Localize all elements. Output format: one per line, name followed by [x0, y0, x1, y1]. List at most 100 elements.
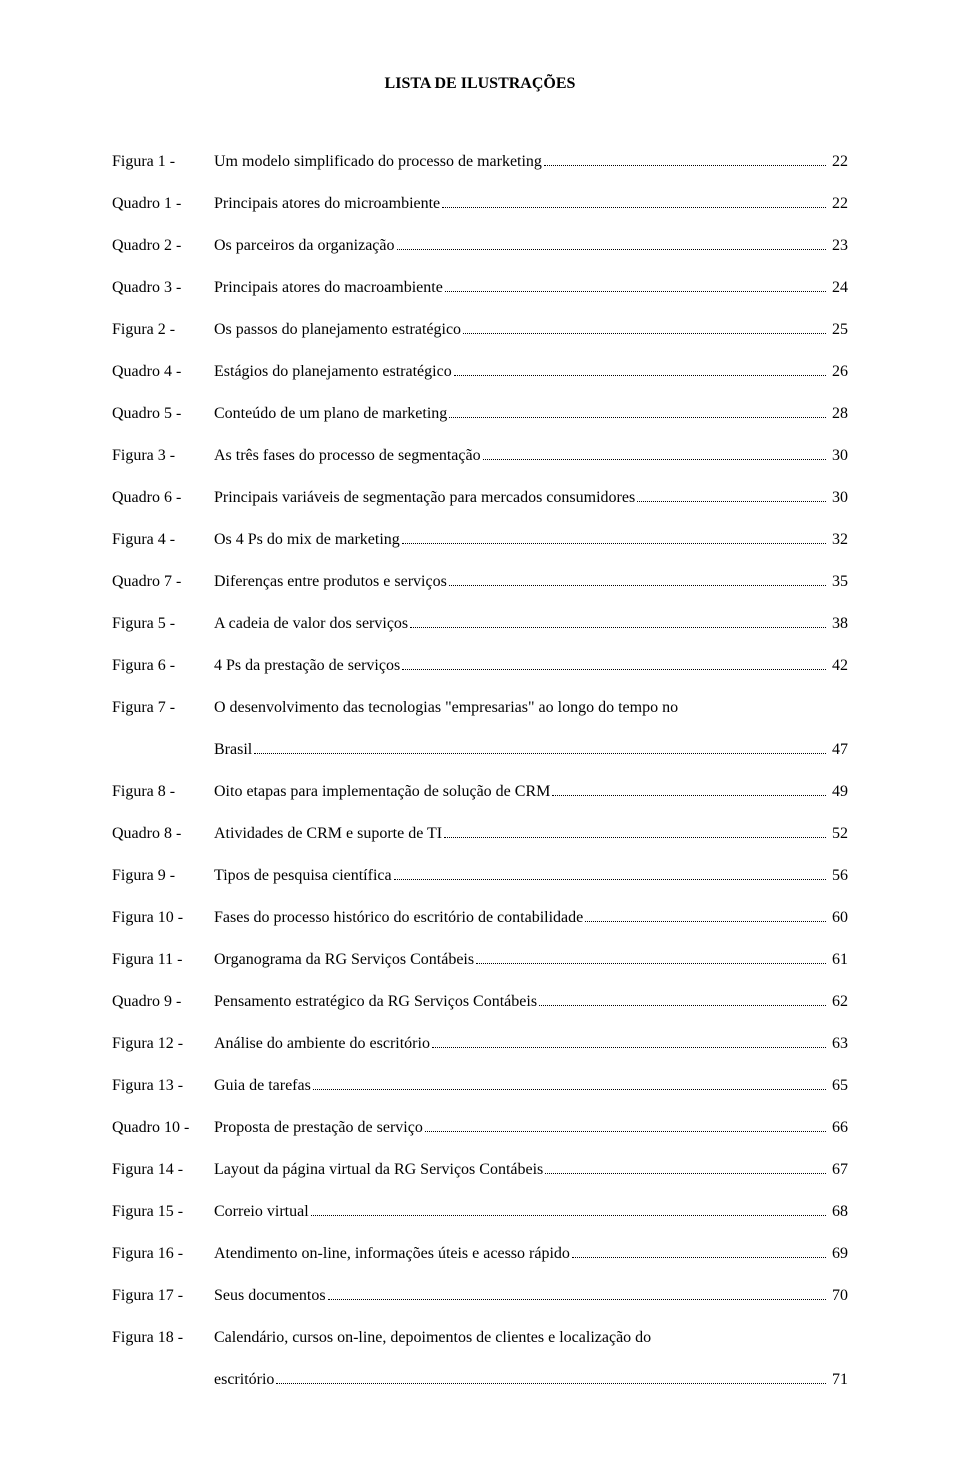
toc-entry: Quadro 9 -Pensamento estratégico da RG S…: [112, 990, 848, 1014]
entry-label: Figura 2 -: [112, 318, 214, 342]
entry-page: 63: [828, 1032, 848, 1056]
entry-label: Quadro 3 -: [112, 276, 214, 300]
leader-dots: [545, 1173, 826, 1174]
entry-description-wrap: 4 Ps da prestação de serviços42: [214, 654, 848, 678]
leader-dots: [254, 753, 826, 754]
entry-description-wrap: Um modelo simplificado do processo de ma…: [214, 150, 848, 174]
entry-description: Diferenças entre produtos e serviços: [214, 570, 447, 594]
toc-entry: Figura 8 -Oito etapas para implementação…: [112, 780, 848, 804]
entry-page: 47: [828, 738, 848, 762]
entry-description-wrap: Diferenças entre produtos e serviços 35: [214, 570, 848, 594]
toc-entry: Figura 1 -Um modelo simplificado do proc…: [112, 150, 848, 174]
toc-entry: Quadro 1 -Principais atores do microambi…: [112, 192, 848, 216]
entry-page: 35: [828, 570, 848, 594]
entry-page: 32: [828, 528, 848, 552]
toc-entry: Figura 10 -Fases do processo histórico d…: [112, 906, 848, 930]
leader-dots: [449, 417, 826, 418]
entry-description: Atendimento on-line, informações úteis e…: [214, 1242, 570, 1266]
toc-entry: Figura 7 -O desenvolvimento das tecnolog…: [112, 696, 848, 762]
entry-page: 68: [828, 1200, 848, 1224]
entry-description-line1: Calendário, cursos on-line, depoimentos …: [214, 1326, 848, 1350]
entry-description-wrap: Principais variáveis de segmentação para…: [214, 486, 848, 510]
entry-description: Fases do processo histórico do escritóri…: [214, 906, 583, 930]
toc-entry: Quadro 6 -Principais variáveis de segmen…: [112, 486, 848, 510]
toc-entry: Figura 18 -Calendário, cursos on-line, d…: [112, 1326, 848, 1392]
entry-page: 62: [828, 990, 848, 1014]
toc-entry: Figura 14 -Layout da página virtual da R…: [112, 1158, 848, 1182]
entry-description-wrap: Atividades de CRM e suporte de TI52: [214, 822, 848, 846]
entry-description-wrap: Seus documentos70: [214, 1284, 848, 1308]
leader-dots: [444, 837, 826, 838]
entry-page: 42: [828, 654, 848, 678]
entry-page: 25: [828, 318, 848, 342]
entry-label: Figura 17 -: [112, 1284, 214, 1308]
entry-description-wrap: O desenvolvimento das tecnologias "empre…: [214, 696, 848, 762]
leader-dots: [397, 249, 826, 250]
entry-description: Um modelo simplificado do processo de ma…: [214, 150, 542, 174]
leader-dots: [402, 543, 826, 544]
entry-label: Figura 9 -: [112, 864, 214, 888]
entry-page: 24: [828, 276, 848, 300]
leader-dots: [552, 795, 826, 796]
leader-dots: [585, 921, 826, 922]
entry-description-wrap: Pensamento estratégico da RG Serviços Co…: [214, 990, 848, 1014]
leader-dots: [572, 1257, 826, 1258]
entry-description: Principais atores do macroambiente: [214, 276, 443, 300]
entry-description-wrap: Layout da página virtual da RG Serviços …: [214, 1158, 848, 1182]
entry-description-wrap: Calendário, cursos on-line, depoimentos …: [214, 1326, 848, 1392]
leader-dots: [637, 501, 826, 502]
toc-entry: Figura 15 -Correio virtual68: [112, 1200, 848, 1224]
entry-label: Quadro 4 -: [112, 360, 214, 384]
entry-description-line1: O desenvolvimento das tecnologias "empre…: [214, 696, 848, 720]
list-title: LISTA DE ILUSTRAÇÕES: [112, 72, 848, 96]
entry-label: Quadro 6 -: [112, 486, 214, 510]
entry-description: Principais atores do microambiente: [214, 192, 440, 216]
entry-page: 22: [828, 192, 848, 216]
leader-dots: [328, 1299, 826, 1300]
entry-description: Guia de tarefas: [214, 1074, 311, 1098]
entry-label: Quadro 7 -: [112, 570, 214, 594]
toc-entry: Quadro 5 -Conteúdo de um plano de market…: [112, 402, 848, 426]
toc-entry: Quadro 3 -Principais atores do macroambi…: [112, 276, 848, 300]
entry-description: As três fases do processo de segmentação: [214, 444, 481, 468]
leader-dots: [476, 963, 826, 964]
leader-dots: [313, 1089, 826, 1090]
entry-label: Figura 10 -: [112, 906, 214, 930]
toc-entry: Figura 12 -Análise do ambiente do escrit…: [112, 1032, 848, 1056]
toc-entry: Figura 17 -Seus documentos70: [112, 1284, 848, 1308]
entry-page: 38: [828, 612, 848, 636]
entry-label: Quadro 2 -: [112, 234, 214, 258]
entry-description-wrap: As três fases do processo de segmentação…: [214, 444, 848, 468]
entry-description: Organograma da RG Serviços Contábeis: [214, 948, 474, 972]
entry-page: 30: [828, 486, 848, 510]
toc-entry: Quadro 7 -Diferenças entre produtos e se…: [112, 570, 848, 594]
leader-dots: [432, 1047, 826, 1048]
entry-description-wrap: Análise do ambiente do escritório63: [214, 1032, 848, 1056]
entry-label: Figura 18 -: [112, 1326, 214, 1350]
entry-description-wrap: Conteúdo de um plano de marketing28: [214, 402, 848, 426]
entry-description-wrap: Principais atores do macroambiente 24: [214, 276, 848, 300]
entry-page: 60: [828, 906, 848, 930]
entry-label: Quadro 5 -: [112, 402, 214, 426]
entry-description-wrap: A cadeia de valor dos serviços 38: [214, 612, 848, 636]
entry-description-line2: escritório: [214, 1368, 274, 1392]
entry-label: Quadro 10 -: [112, 1116, 214, 1140]
entry-description-wrap: Principais atores do microambiente 22: [214, 192, 848, 216]
entry-description-wrap: Atendimento on-line, informações úteis e…: [214, 1242, 848, 1266]
entry-page: 30: [828, 444, 848, 468]
entry-label: Figura 14 -: [112, 1158, 214, 1182]
toc-entry: Figura 9 -Tipos de pesquisa científica56: [112, 864, 848, 888]
entry-page: 52: [828, 822, 848, 846]
leader-dots: [445, 291, 826, 292]
leader-dots: [425, 1131, 826, 1132]
entry-description: Estágios do planejamento estratégico: [214, 360, 452, 384]
leader-dots: [454, 375, 826, 376]
entry-page: 71: [828, 1368, 848, 1392]
entry-page: 56: [828, 864, 848, 888]
entry-page: 67: [828, 1158, 848, 1182]
entry-description: A cadeia de valor dos serviços: [214, 612, 408, 636]
leader-dots: [442, 207, 826, 208]
leader-dots: [311, 1215, 826, 1216]
leader-dots: [276, 1383, 826, 1384]
entry-page: 22: [828, 150, 848, 174]
